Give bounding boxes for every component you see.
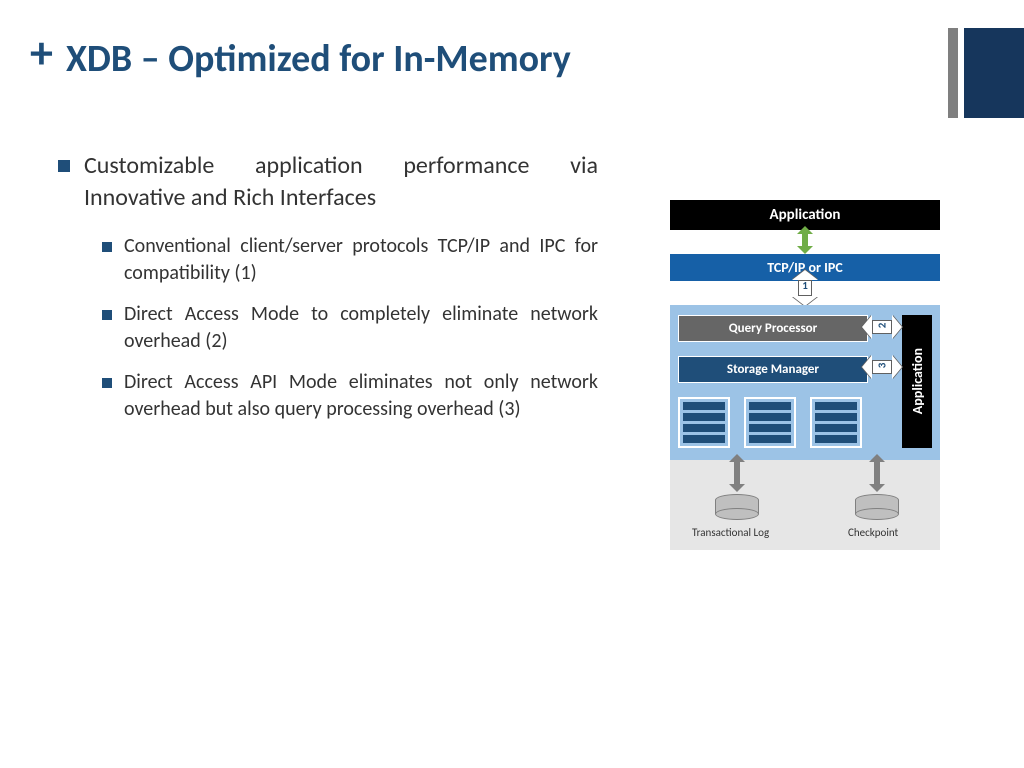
sub-bullet-text: Direct Access API Mode eliminates not on… [124, 369, 598, 423]
checkpoint-label: Checkpoint [848, 526, 898, 539]
sub-bullet: Direct Access Mode to completely elimina… [102, 301, 598, 355]
application-side-label: Application [909, 348, 926, 414]
corner-bar-navy [964, 28, 1024, 118]
disk-icon [715, 494, 759, 520]
sub-bullet-text: Conventional client/server protocols TCP… [124, 233, 598, 287]
content-area: Customizable application performance via… [58, 150, 598, 437]
corner-decoration [948, 28, 1024, 118]
bullet-square-icon [102, 310, 112, 320]
arrow-1-label: 1 [792, 279, 818, 292]
bullet-square-icon [102, 378, 112, 388]
plus-icon: + [30, 30, 53, 76]
main-bullet: Customizable application performance via… [58, 150, 598, 215]
bullet-square-icon [58, 160, 70, 172]
gray-arrow-icon [870, 456, 884, 490]
arrow-3: 3 [866, 355, 898, 379]
slide-title: XDB – Optimized for In-Memory [66, 36, 571, 82]
arrow-1: 1 [792, 274, 818, 302]
arrow-2: 2 [866, 315, 898, 339]
sub-bullet: Conventional client/server protocols TCP… [102, 233, 598, 287]
bullet-square-icon [102, 242, 112, 252]
gray-arrow-icon [730, 456, 744, 490]
main-bullet-text: Customizable application performance via… [84, 150, 598, 215]
sub-bullet: Direct Access API Mode eliminates not on… [102, 369, 598, 423]
corner-bar-gray [948, 28, 958, 118]
arrow-3-label: 3 [876, 350, 889, 382]
sub-bullet-list: Conventional client/server protocols TCP… [102, 233, 598, 423]
green-arrow-icon [798, 228, 812, 252]
data-tables [678, 397, 932, 448]
table-icon [810, 397, 862, 448]
memory-area: Query Processor Storage Manager Applicat… [670, 305, 940, 460]
table-icon [678, 397, 730, 448]
transactional-log-label: Transactional Log [692, 526, 769, 539]
architecture-diagram: Application TCP/IP or IPC 1 Query Proces… [670, 200, 940, 550]
sub-bullet-text: Direct Access Mode to completely elimina… [124, 301, 598, 355]
table-icon [744, 397, 796, 448]
application-side-box: Application [902, 315, 932, 448]
arrow-2-label: 2 [876, 310, 889, 342]
storage-manager-box: Storage Manager [678, 356, 868, 383]
query-processor-box: Query Processor [678, 315, 868, 342]
disk-area: Transactional Log Checkpoint [670, 460, 940, 550]
disk-icon [855, 494, 899, 520]
